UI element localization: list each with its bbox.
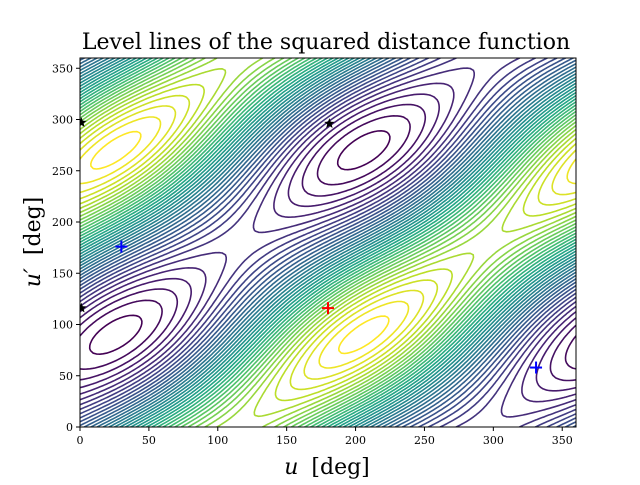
y-axis-symbol: u′ (21, 268, 46, 287)
contour-level-line (80, 58, 576, 427)
contour-level-line (80, 68, 576, 418)
x-axis-label: u [deg] (284, 455, 370, 480)
y-tick-label: 150 (52, 267, 73, 280)
contour-level-line (80, 103, 576, 382)
x-tick-label: 50 (142, 434, 156, 447)
contour-level-line (80, 58, 576, 427)
plus-marker-minimum (530, 361, 543, 374)
y-tick: 100 (52, 319, 80, 332)
x-tick: 250 (414, 427, 435, 447)
x-tick-label: 300 (483, 434, 504, 447)
y-tick-label: 350 (52, 62, 73, 75)
svg-text:u [deg]: u [deg] (284, 455, 370, 480)
y-axis-label: u′ [deg] (21, 197, 46, 288)
y-axis-ticks: 0 50 100 150 200 250 300 350 (52, 62, 80, 434)
y-tick: 250 (52, 165, 80, 178)
y-axis-unit: [deg] (21, 197, 46, 255)
contour-level-line (80, 116, 576, 369)
y-tick: 0 (66, 421, 80, 434)
contour-level-line (80, 58, 576, 427)
contour-level-line (80, 58, 576, 427)
y-tick-label: 300 (52, 114, 73, 127)
contour-lines (80, 58, 576, 427)
contour-level-line (80, 58, 576, 427)
contour-level-line (80, 58, 576, 427)
y-tick: 150 (52, 267, 80, 280)
plot-frame (79, 57, 577, 428)
contour-level-line (90, 130, 390, 355)
star-marker-saddle (80, 302, 87, 313)
x-tick: 0 (77, 427, 84, 447)
contour-level-line (80, 94, 576, 391)
x-tick: 200 (345, 427, 366, 447)
y-tick-label: 100 (52, 319, 73, 332)
contour-level-line (80, 105, 576, 380)
contour-level-line (80, 93, 576, 392)
y-tick-label: 50 (59, 370, 73, 383)
x-axis-unit: [deg] (311, 455, 369, 480)
plus-marker-minimum (115, 240, 128, 253)
x-tick-label: 0 (77, 434, 84, 447)
contour-level-line (80, 83, 576, 402)
x-tick: 300 (483, 427, 504, 447)
y-tick: 300 (52, 114, 80, 127)
chart-title: Level lines of the squared distance func… (82, 30, 570, 55)
x-tick-label: 350 (552, 434, 573, 447)
contour-level-line (80, 58, 576, 427)
x-tick: 100 (207, 427, 228, 447)
plus-marker-maximum (322, 302, 334, 315)
contour-level-line (80, 82, 576, 403)
star-marker-saddle (324, 118, 335, 129)
contour-level-line (88, 130, 391, 355)
star-marker-saddle (80, 117, 87, 128)
x-axis-ticks: 0 50 100 150 200 250 300 350 (77, 427, 573, 447)
contour-level-line (80, 67, 576, 418)
contour-level-line (80, 58, 576, 427)
critical-point-markers (80, 117, 543, 374)
contour-level-line (80, 58, 576, 427)
x-tick-label: 150 (276, 434, 297, 447)
y-tick-label: 200 (52, 216, 73, 229)
x-tick: 50 (142, 427, 156, 447)
x-axis-symbol: u (284, 455, 298, 480)
contour-level-line (80, 58, 576, 427)
svg-text:u′ [deg]: u′ [deg] (21, 197, 46, 288)
x-tick: 350 (552, 427, 573, 447)
contour-level-line (80, 115, 576, 370)
x-tick: 150 (276, 427, 297, 447)
y-tick-label: 0 (66, 421, 73, 434)
y-tick: 200 (52, 216, 80, 229)
contour-level-line (80, 58, 576, 427)
y-tick: 50 (59, 370, 80, 383)
y-tick: 350 (52, 62, 80, 75)
y-tick-label: 250 (52, 165, 73, 178)
x-tick-label: 100 (207, 434, 228, 447)
contour-level-line (80, 58, 576, 427)
x-tick-label: 250 (414, 434, 435, 447)
x-tick-label: 200 (345, 434, 366, 447)
